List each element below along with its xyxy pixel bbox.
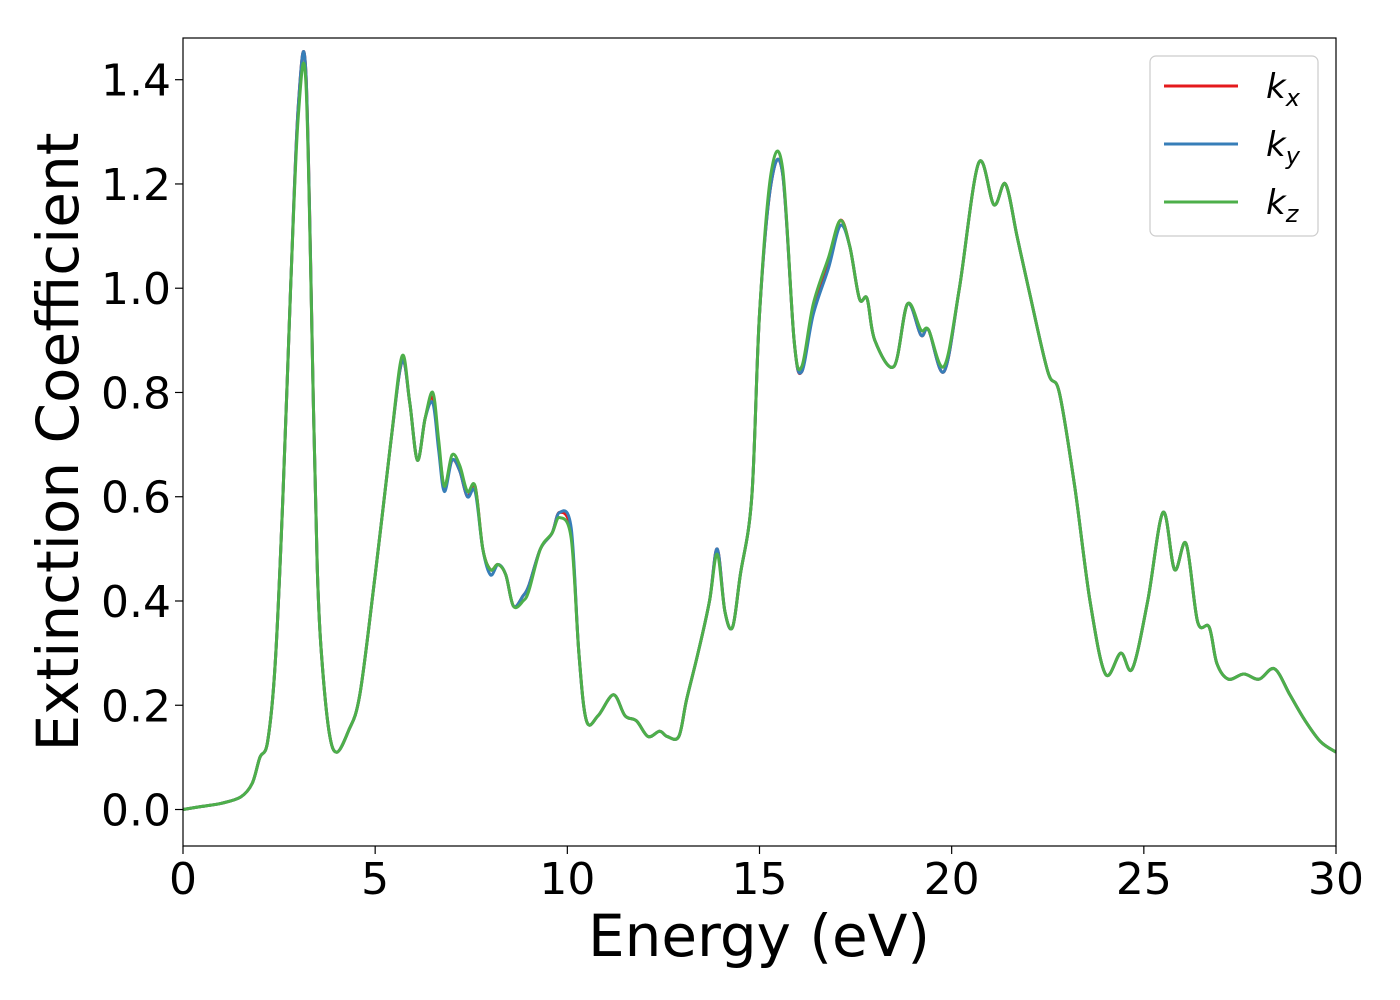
legend-label-kx: kx xyxy=(1266,67,1301,112)
x-tick-label: 0 xyxy=(169,854,197,905)
x-tick-label: 15 xyxy=(732,854,788,905)
x-tick-label: 25 xyxy=(1116,854,1172,905)
legend-items: kx ky kz xyxy=(1164,67,1301,228)
plot-lines xyxy=(183,50,1336,811)
legend: kx ky kz xyxy=(1149,55,1319,237)
x-tick-label: 10 xyxy=(539,854,595,905)
y-tick-label: 0.0 xyxy=(101,786,171,837)
y-tick-label: 1.0 xyxy=(101,264,171,315)
x-axis: 0 5 10 15 20 25 30 xyxy=(169,846,1364,905)
y-axis-label: Extinction Coefficient xyxy=(24,133,92,752)
legend-label-kz: kz xyxy=(1266,183,1300,228)
y-tick-label: 1.4 xyxy=(101,56,171,107)
y-tick-label: 0.8 xyxy=(101,368,171,419)
x-tick-label: 5 xyxy=(361,854,389,905)
y-tick-label: 1.2 xyxy=(101,160,171,211)
series-line-kz xyxy=(183,61,1336,811)
x-tick-label: 30 xyxy=(1308,854,1364,905)
y-tick-label: 0.2 xyxy=(101,681,171,732)
y-axis: 0.0 0.2 0.4 0.6 0.8 1.0 1.2 1.4 xyxy=(101,56,183,837)
x-axis-label: Energy (eV) xyxy=(588,902,930,970)
legend-box xyxy=(1149,55,1319,237)
y-tick-label: 0.4 xyxy=(101,577,171,628)
legend-label-ky: ky xyxy=(1266,125,1301,170)
x-tick-label: 20 xyxy=(924,854,980,905)
y-tick-label: 0.6 xyxy=(101,473,171,524)
